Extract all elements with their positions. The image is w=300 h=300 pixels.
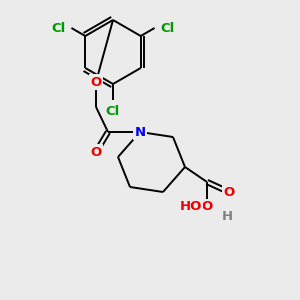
Text: O: O <box>224 185 235 199</box>
Text: Cl: Cl <box>160 22 175 34</box>
Text: HO: HO <box>180 200 202 214</box>
Text: O: O <box>90 146 102 158</box>
Text: Cl: Cl <box>51 22 65 34</box>
Text: N: N <box>134 125 146 139</box>
Text: O: O <box>201 200 213 214</box>
Text: H: H <box>221 211 233 224</box>
Text: O: O <box>90 76 102 88</box>
Text: Cl: Cl <box>106 105 120 118</box>
